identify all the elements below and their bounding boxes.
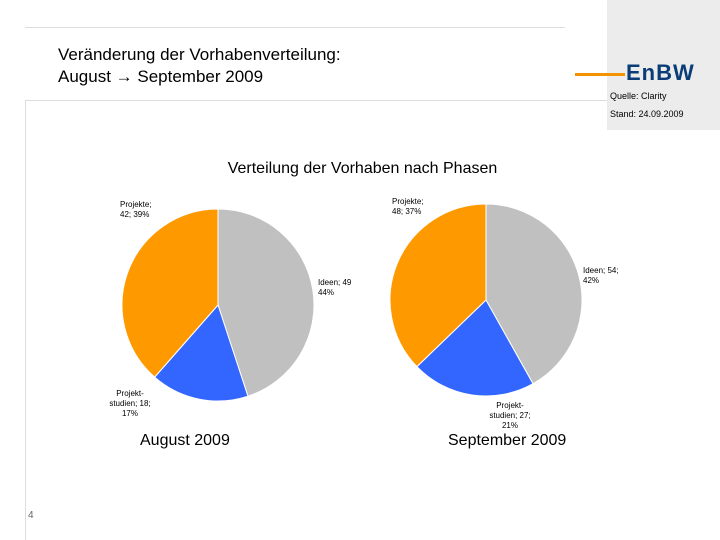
slice-label: Ideen; 54; 42% (583, 266, 619, 285)
pie-slice (121, 208, 219, 378)
pie-slice (217, 208, 315, 397)
title-line: Veränderung der Vorhabenverteilung: (58, 45, 341, 64)
pie-title: September 2009 (448, 432, 567, 449)
slice-label: Projekt- studien; 18; 17% (109, 389, 151, 418)
side-band (607, 0, 720, 130)
pie-slice (485, 203, 583, 385)
pie-title: August 2009 (140, 432, 230, 449)
page-number: 4 (28, 510, 34, 521)
logo: EnBW (626, 60, 695, 85)
slice-label: Projekte; 42; 39% (120, 200, 152, 219)
pie-slice (389, 203, 487, 368)
pie-slice (153, 304, 249, 402)
source: Quelle: Clarity (610, 91, 667, 101)
slide-title: Veränderung der Vorhabenverteilung: Augus… (58, 44, 341, 88)
logo-bar (575, 73, 625, 76)
date: Stand: 24.09.2009 (610, 109, 684, 119)
rule (25, 100, 26, 540)
slice-label: Projekt- studien; 27; 21% (489, 401, 531, 430)
pie-slice (416, 299, 534, 397)
slice-label: Projekte; 48; 37% (392, 197, 424, 216)
title-line: August → September 2009 (58, 67, 264, 86)
rule (25, 27, 565, 28)
slice-label: Ideen; 49 44% (318, 278, 352, 297)
chart-heading: Verteilung der Vorhaben nach Phasen (227, 160, 498, 177)
rule (25, 100, 607, 101)
